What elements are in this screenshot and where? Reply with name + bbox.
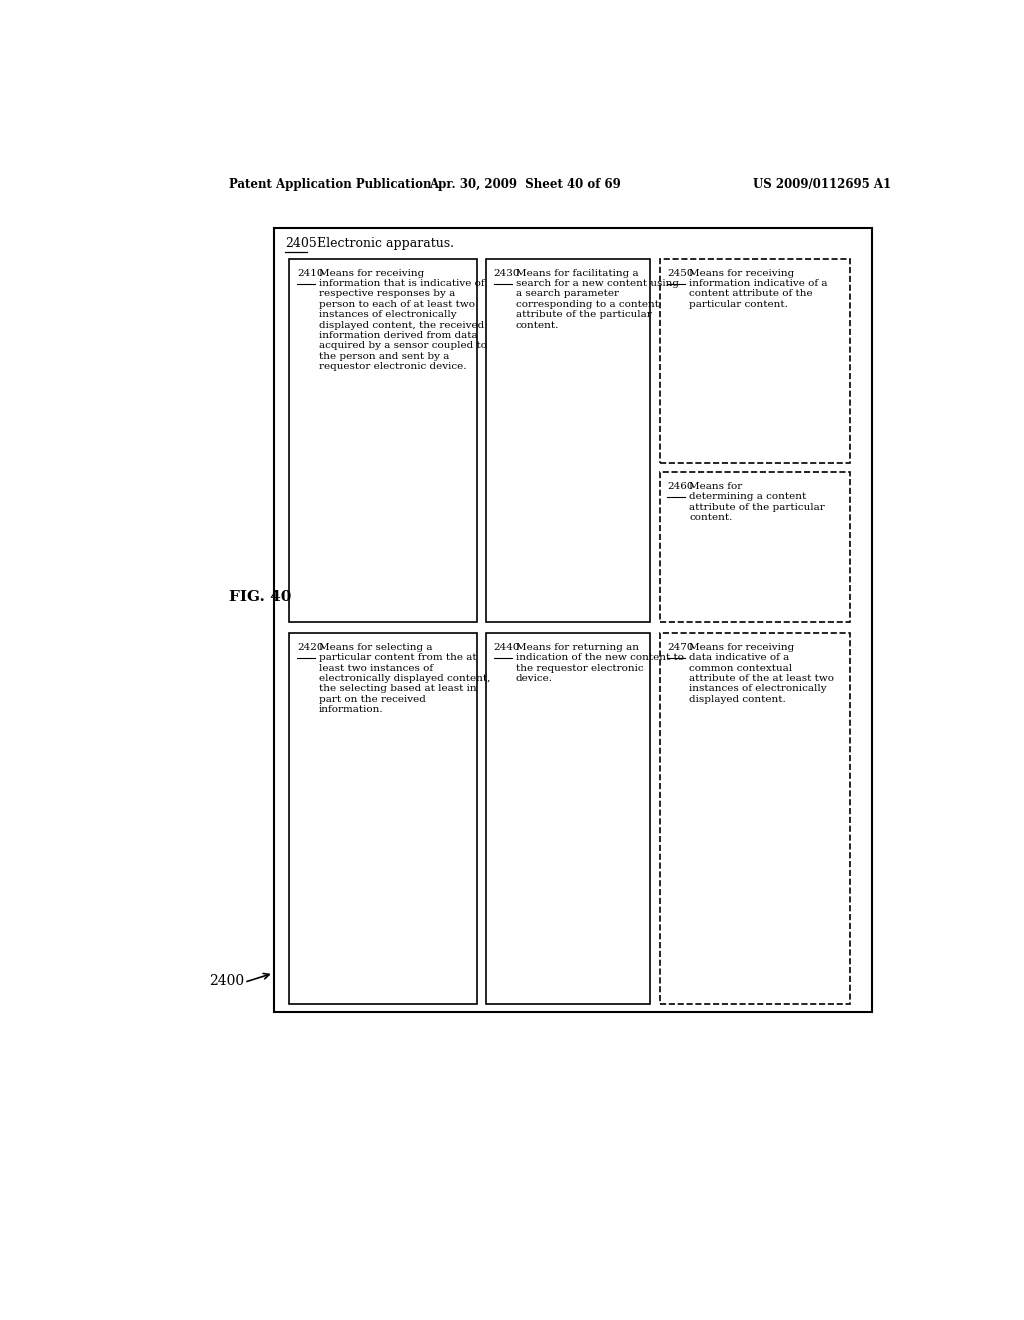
Text: Means for receiving
information that is indicative of
respective responses by a
: Means for receiving information that is … — [318, 268, 486, 371]
FancyBboxPatch shape — [659, 632, 850, 1003]
Text: FIG. 40: FIG. 40 — [228, 590, 291, 605]
Text: Electronic apparatus.: Electronic apparatus. — [308, 238, 454, 249]
FancyBboxPatch shape — [273, 227, 872, 1011]
Text: Means for selecting a
particular content from the at
least two instances of
elec: Means for selecting a particular content… — [318, 643, 490, 714]
Text: Patent Application Publication: Patent Application Publication — [228, 178, 431, 190]
Text: 2470: 2470 — [668, 643, 694, 652]
Text: 2400: 2400 — [209, 974, 245, 989]
Text: Means for
determining a content
attribute of the particular
content.: Means for determining a content attribut… — [689, 482, 825, 521]
Text: Apr. 30, 2009  Sheet 40 of 69: Apr. 30, 2009 Sheet 40 of 69 — [429, 178, 621, 190]
FancyBboxPatch shape — [486, 259, 650, 622]
Text: 2405: 2405 — [286, 238, 317, 249]
Text: 2430: 2430 — [494, 268, 520, 277]
Text: Means for returning an
indication of the new content to
the requestor electronic: Means for returning an indication of the… — [516, 643, 684, 682]
Text: 2450: 2450 — [668, 268, 694, 277]
Text: 2420: 2420 — [297, 643, 324, 652]
FancyBboxPatch shape — [659, 471, 850, 622]
Text: US 2009/0112695 A1: US 2009/0112695 A1 — [754, 178, 891, 190]
FancyBboxPatch shape — [289, 632, 477, 1003]
Text: Means for receiving
information indicative of a
content attribute of the
particu: Means for receiving information indicati… — [689, 268, 827, 309]
FancyBboxPatch shape — [486, 632, 650, 1003]
Text: 2410: 2410 — [297, 268, 324, 277]
FancyBboxPatch shape — [289, 259, 477, 622]
Text: Means for facilitating a
search for a new content using
a search parameter
corre: Means for facilitating a search for a ne… — [516, 268, 679, 330]
FancyBboxPatch shape — [659, 259, 850, 462]
Text: Means for receiving
data indicative of a
common contextual
attribute of the at l: Means for receiving data indicative of a… — [689, 643, 835, 704]
Text: 2460: 2460 — [668, 482, 694, 491]
Text: 2440: 2440 — [494, 643, 520, 652]
